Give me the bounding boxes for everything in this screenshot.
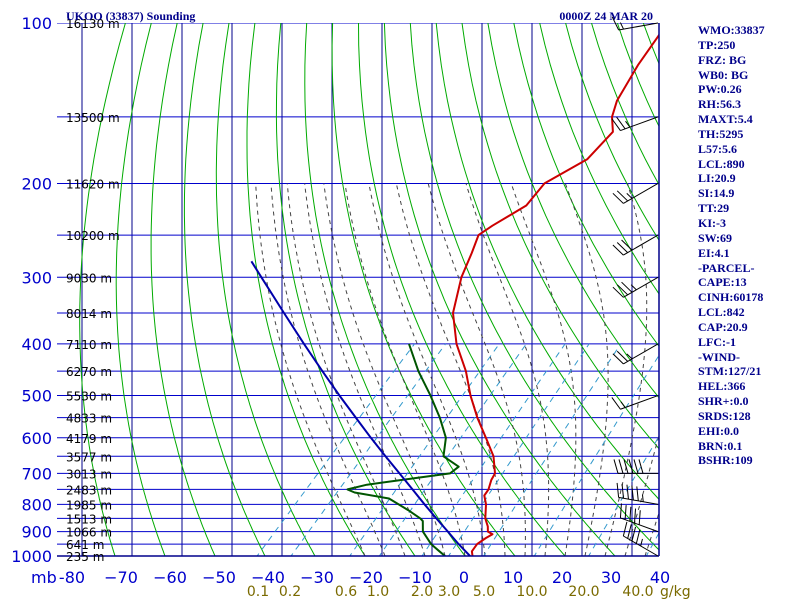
index-item: MAXT:5.4 [698, 112, 800, 127]
temperature-tick-label: −70 [104, 568, 138, 587]
height-tick-label: 4833 m [66, 412, 112, 426]
height-tick-label: 1513 m [66, 512, 112, 526]
index-item: KI:-3 [698, 216, 800, 231]
x-axis-unit-label: mb [31, 568, 57, 587]
pressure-tick-label: 200 [21, 174, 52, 193]
height-tick-label: 235 m [66, 550, 104, 564]
height-tick-label: 9030 m [66, 271, 112, 285]
index-item: CAP:20.9 [698, 320, 800, 335]
pressure-tick-label: 600 [21, 429, 52, 448]
index-item: SHR+:0.0 [698, 394, 800, 409]
mixing-ratio-tick-label: 20.0 [568, 584, 599, 600]
temperature-tick-label: −60 [153, 568, 187, 587]
index-item: TP:250 [698, 38, 800, 53]
height-tick-label: 1985 m [66, 498, 112, 512]
index-item: L57:5.6 [698, 142, 800, 157]
index-item: SRDS:128 [698, 409, 800, 424]
temperature-tick-label: −50 [202, 568, 236, 587]
index-item: EHI:0.0 [698, 424, 800, 439]
mixing-ratio-unit-label: g/kg [660, 584, 691, 600]
mixing-ratio-tick-label: 2.0 [411, 584, 433, 600]
height-tick-label: 2483 m [66, 483, 112, 497]
index-item: PW:0.26 [698, 82, 800, 97]
temperature-tick-label: −30 [300, 568, 334, 587]
pressure-tick-label: 900 [21, 523, 52, 542]
pressure-tick-label: 500 [21, 387, 52, 406]
height-tick-label: 8014 m [66, 307, 112, 321]
index-item: EI:4.1 [698, 246, 800, 261]
index-item: CAPE:13 [698, 275, 800, 290]
station-title: UKOO (33837) Sounding [66, 9, 195, 23]
index-item: TT:29 [698, 201, 800, 216]
index-item: -WIND- [698, 350, 800, 365]
height-tick-label: 3577 m [66, 450, 112, 464]
index-item: BRN:0.1 [698, 439, 800, 454]
mixing-ratio-tick-label: 1.0 [367, 584, 389, 600]
temperature-tick-label: -80 [59, 568, 85, 587]
pressure-tick-label: 1000 [11, 547, 52, 566]
index-item: CINH:60178 [698, 290, 800, 305]
index-item: WB0: BG [698, 68, 800, 83]
index-item: SI:14.9 [698, 186, 800, 201]
pressure-tick-label: 300 [21, 268, 52, 287]
mixing-ratio-tick-label: 0.2 [279, 584, 301, 600]
index-item: LCL:890 [698, 157, 800, 172]
temperature-tick-label: 30 [601, 568, 621, 587]
index-item: STM:127/21 [698, 364, 800, 379]
pressure-tick-label: 700 [21, 464, 52, 483]
index-item: TH:5295 [698, 127, 800, 142]
index-item: HEL:366 [698, 379, 800, 394]
mixing-ratio-tick-label: 0.1 [247, 584, 269, 600]
valid-time: 0000Z 24 MAR 20 [559, 9, 653, 23]
mixing-ratio-tick-label: 0.6 [335, 584, 357, 600]
height-tick-label: 7110 m [66, 338, 112, 352]
height-tick-label: 3013 m [66, 467, 112, 481]
pressure-tick-label: 100 [21, 14, 52, 33]
mixing-ratio-tick-label: 3.0 [438, 584, 460, 600]
index-item: LCL:842 [698, 305, 800, 320]
temperature-tick-label: 0 [459, 568, 469, 587]
index-item: LFC:-1 [698, 335, 800, 350]
index-item: LI:20.9 [698, 171, 800, 186]
height-tick-label: 4179 m [66, 432, 112, 446]
pressure-tick-label: 800 [21, 495, 52, 514]
index-item: RH:56.3 [698, 97, 800, 112]
index-item: SW:69 [698, 231, 800, 246]
index-item: FRZ: BG [698, 53, 800, 68]
index-item: WMO:33837 [698, 23, 800, 38]
height-tick-label: 11620 m [66, 177, 120, 191]
index-item: -PARCEL- [698, 261, 800, 276]
mixing-ratio-tick-label: 10.0 [516, 584, 547, 600]
index-item: BSHR:109 [698, 453, 800, 468]
mixing-ratio-tick-label: 5.0 [473, 584, 495, 600]
height-tick-label: 6270 m [66, 365, 112, 379]
pressure-tick-label: 400 [21, 335, 52, 354]
height-tick-label: 10200 m [66, 229, 120, 243]
mixing-ratio-tick-label: 40.0 [622, 584, 653, 600]
height-tick-label: 13500 m [66, 111, 120, 125]
height-tick-label: 5530 m [66, 390, 112, 404]
